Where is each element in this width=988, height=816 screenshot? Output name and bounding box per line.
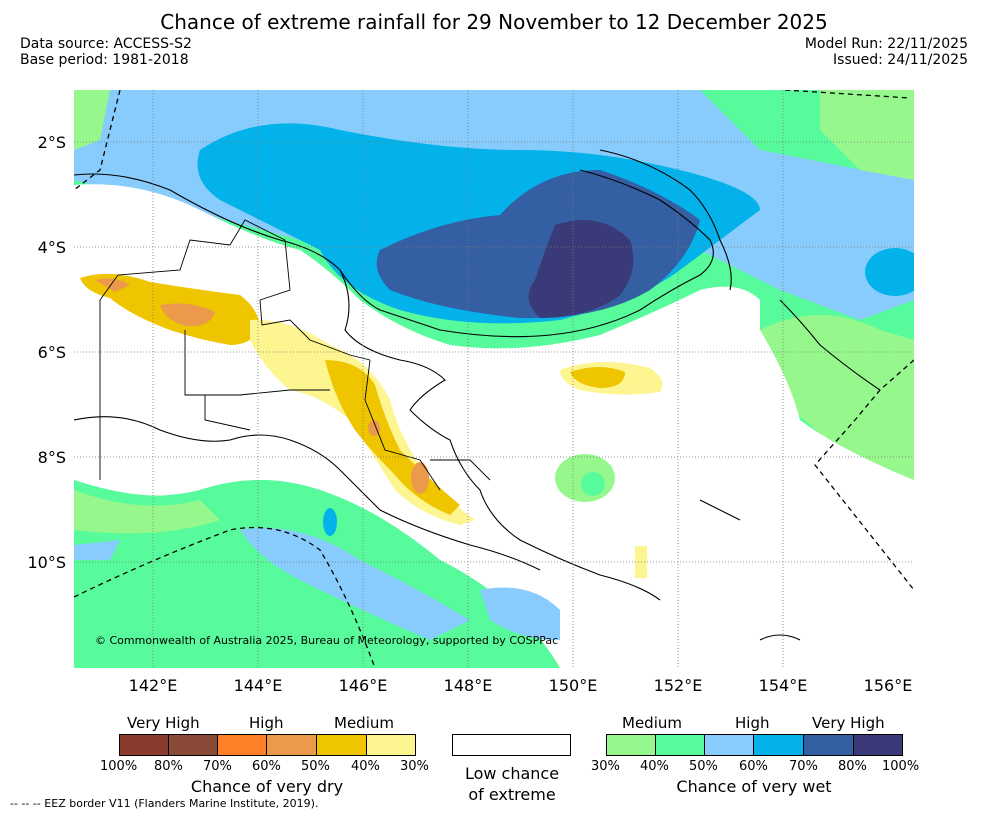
wet-tick-30: 30% bbox=[591, 759, 620, 774]
lon-label-152e: 152°E bbox=[654, 676, 703, 695]
lon-label-156e: 156°E bbox=[864, 676, 913, 695]
lon-label-150e: 150°E bbox=[549, 676, 598, 695]
wet-tick-60: 60% bbox=[739, 759, 768, 774]
wet-level-medium: Medium bbox=[622, 714, 682, 732]
wet-tick-80: 80% bbox=[838, 759, 867, 774]
low-chance-caption-line1: Low chance bbox=[464, 764, 560, 783]
dry-swatch-50-60 bbox=[266, 734, 317, 756]
dry-tick-30: 30% bbox=[400, 759, 429, 774]
wet-30-40-ne bbox=[820, 90, 914, 180]
dry-50-60-west-2 bbox=[160, 303, 215, 327]
gridlines bbox=[74, 90, 914, 668]
lat-label-4s: 4°S bbox=[38, 238, 66, 257]
dry-level-very-high: Very High bbox=[127, 714, 200, 732]
dry-tick-80: 80% bbox=[154, 759, 183, 774]
dry-tick-100: 100% bbox=[100, 759, 138, 774]
wet-60-70-east bbox=[865, 248, 914, 296]
lat-label-2s: 2°S bbox=[38, 133, 66, 152]
wet-tick-50: 50% bbox=[689, 759, 718, 774]
dry-50-60-central-2 bbox=[368, 420, 380, 436]
wet-tick-70: 70% bbox=[789, 759, 818, 774]
wet-60-70-south-spot bbox=[323, 508, 337, 536]
low-chance-swatch bbox=[452, 734, 571, 756]
data-source-label: Data source: ACCESS-S2 bbox=[20, 36, 192, 52]
wet-swatch-30-40 bbox=[606, 734, 656, 756]
dry-level-high: High bbox=[249, 714, 284, 732]
wet-50-60-south bbox=[240, 528, 470, 640]
model-run-label: Model Run: 22/11/2025 bbox=[804, 36, 968, 52]
lat-label-6s: 6°S bbox=[38, 343, 66, 362]
dry-tick-60: 60% bbox=[252, 759, 281, 774]
issued-label: Issued: 24/11/2025 bbox=[833, 52, 968, 68]
eez-borders bbox=[74, 90, 914, 668]
lon-label-144e: 144°E bbox=[234, 676, 283, 695]
dry-40-50-east bbox=[570, 367, 625, 388]
coastlines bbox=[74, 149, 881, 641]
wet-level-very-high: Very High bbox=[812, 714, 885, 732]
wet-swatch-70-80 bbox=[803, 734, 854, 756]
dry-swatch-80-100 bbox=[119, 734, 169, 756]
map-field bbox=[74, 90, 914, 668]
dry-swatch-30-40 bbox=[366, 734, 416, 756]
dry-50-60-central bbox=[411, 462, 429, 494]
lon-label-148e: 148°E bbox=[444, 676, 493, 695]
lon-label-154e: 154°E bbox=[759, 676, 808, 695]
dry-tick-50: 50% bbox=[301, 759, 330, 774]
wet-30-40-nw bbox=[74, 90, 110, 150]
wet-swatch-40-50 bbox=[655, 734, 705, 756]
wet-swatch-60-70 bbox=[753, 734, 804, 756]
lon-label-146e: 146°E bbox=[339, 676, 388, 695]
eez-border-note: -- -- -- EEZ border V11 (Flanders Marine… bbox=[10, 797, 319, 810]
wet-40-50-patch bbox=[581, 472, 605, 496]
wet-swatch-50-60 bbox=[704, 734, 754, 756]
low-chance-caption-line2: of extreme bbox=[468, 785, 556, 804]
dry-tick-40: 40% bbox=[351, 759, 380, 774]
dry-swatch-70-80 bbox=[168, 734, 218, 756]
lon-label-142e: 142°E bbox=[129, 676, 178, 695]
dry-50-60-west bbox=[95, 278, 130, 292]
wet-tick-100: 100% bbox=[882, 759, 920, 774]
province-borders bbox=[99, 219, 491, 491]
lat-label-10s: 10°S bbox=[27, 553, 66, 572]
rainfall-map: 2°S 4°S 6°S 8°S 10°S 142°E 144°E 146°E 1… bbox=[27, 90, 914, 695]
dry-tick-70: 70% bbox=[203, 759, 232, 774]
dry-swatch-60-70 bbox=[217, 734, 267, 756]
wet-tick-40: 40% bbox=[640, 759, 669, 774]
dry-level-medium: Medium bbox=[334, 714, 394, 732]
wet-level-high: High bbox=[735, 714, 770, 732]
low-chance-region bbox=[74, 184, 914, 668]
base-period-label: Base period: 1981-2018 bbox=[20, 52, 189, 68]
lat-label-8s: 8°S bbox=[38, 448, 66, 467]
wet-30-40-sw bbox=[74, 490, 220, 534]
map-title: Chance of extreme rainfall for 29 Novemb… bbox=[160, 10, 828, 34]
wet-30-40-se bbox=[760, 315, 914, 480]
copyright-notice: © Commonwealth of Australia 2025, Bureau… bbox=[95, 634, 558, 647]
wet-swatch-80-100 bbox=[853, 734, 903, 756]
dry-caption: Chance of very dry bbox=[190, 777, 344, 796]
wet-caption: Chance of very wet bbox=[676, 777, 832, 796]
wet-50-60-south-2 bbox=[480, 587, 560, 640]
wet-50-60-sw-patch bbox=[74, 540, 120, 560]
wet-80-100-core bbox=[528, 220, 634, 318]
dry-swatch-40-50 bbox=[316, 734, 367, 756]
